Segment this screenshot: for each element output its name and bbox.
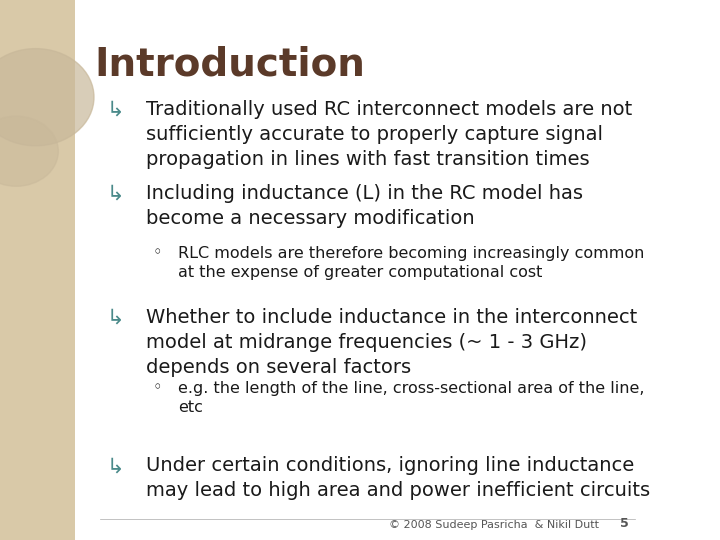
Text: Including inductance (L) in the RC model has
become a necessary modification: Including inductance (L) in the RC model… <box>146 184 583 227</box>
Text: Traditionally used RC interconnect models are not
sufficiently accurate to prope: Traditionally used RC interconnect model… <box>146 100 632 169</box>
Text: Introduction: Introduction <box>94 46 365 84</box>
Text: Under certain conditions, ignoring line inductance
may lead to high area and pow: Under certain conditions, ignoring line … <box>146 456 650 500</box>
Text: ◦: ◦ <box>153 381 162 396</box>
Circle shape <box>0 116 58 186</box>
Circle shape <box>0 49 94 146</box>
Text: ↳: ↳ <box>107 456 125 476</box>
Text: ↳: ↳ <box>107 308 125 328</box>
Text: Whether to include inductance in the interconnect
model at midrange frequencies : Whether to include inductance in the int… <box>146 308 637 377</box>
FancyBboxPatch shape <box>0 0 75 540</box>
Text: ↳: ↳ <box>107 100 125 120</box>
Text: e.g. the length of the line, cross-sectional area of the line,
etc: e.g. the length of the line, cross-secti… <box>179 381 645 415</box>
Text: ↳: ↳ <box>107 184 125 204</box>
Text: © 2008 Sudeep Pasricha  & Nikil Dutt: © 2008 Sudeep Pasricha & Nikil Dutt <box>389 520 599 530</box>
Text: RLC models are therefore becoming increasingly common
at the expense of greater : RLC models are therefore becoming increa… <box>179 246 644 280</box>
Text: 5: 5 <box>620 517 629 530</box>
Text: ◦: ◦ <box>153 246 162 261</box>
